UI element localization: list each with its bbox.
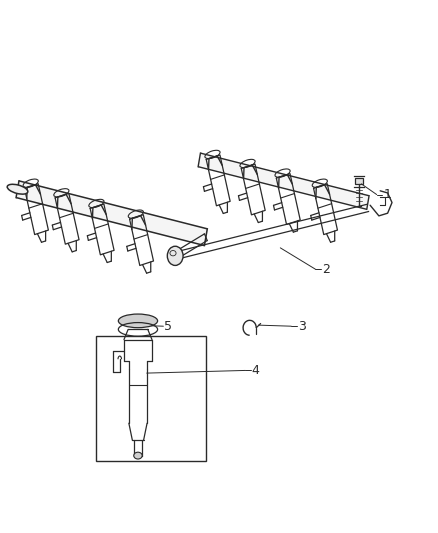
Polygon shape	[198, 153, 369, 209]
Polygon shape	[16, 181, 207, 246]
Text: 5: 5	[164, 320, 172, 333]
Text: 4: 4	[252, 364, 260, 377]
Ellipse shape	[118, 314, 158, 328]
Ellipse shape	[134, 452, 142, 459]
Text: 1: 1	[383, 188, 391, 201]
Bar	[96, 336, 206, 461]
Bar	[355, 178, 363, 184]
Ellipse shape	[167, 246, 183, 265]
Ellipse shape	[7, 184, 28, 194]
Text: 3: 3	[298, 320, 306, 333]
Text: 2: 2	[322, 263, 330, 276]
